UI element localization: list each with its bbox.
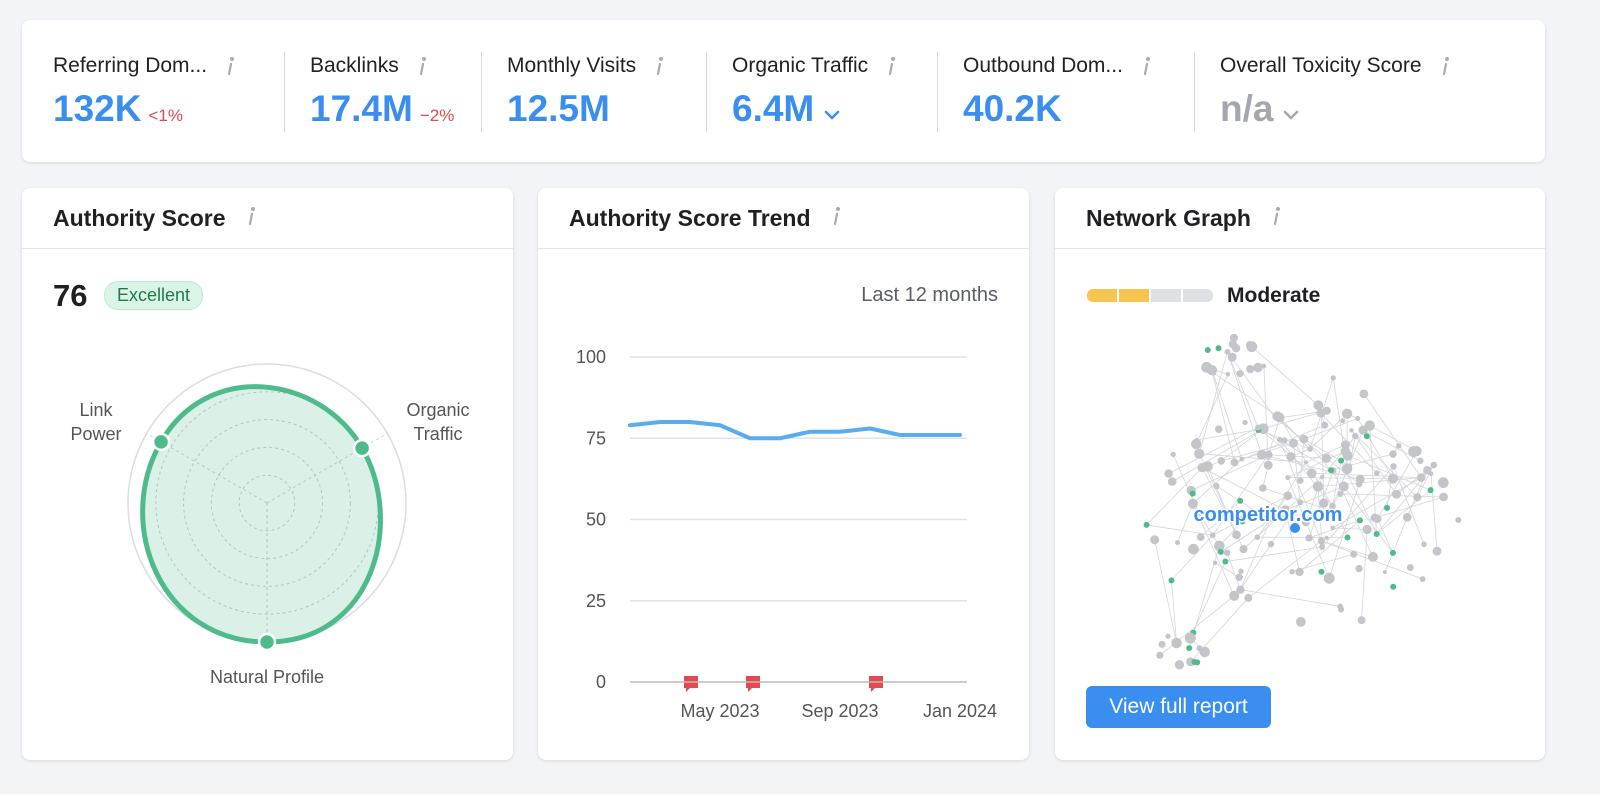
info-icon[interactable] [1271,206,1281,226]
card-title: Network Graph [1086,205,1251,231]
metric-value: 6.4M [732,88,840,130]
metric-label: Monthly Visits [507,54,664,78]
info-icon[interactable] [246,206,256,226]
radar-axis-label: Link Power [70,400,122,444]
metric-label: Backlinks [310,54,427,78]
radar-axis-label: Organic Traffic [406,400,470,444]
subtitle: Last 12 months [861,284,998,306]
metric-value-text: 132K [53,88,142,129]
separator [937,52,938,132]
network-card: Network Graph Moderate View full report [1055,188,1545,760]
info-icon[interactable] [886,56,896,76]
card-title: Authority Score Trend [569,205,811,231]
metric-value-text: 40.2K [963,88,1062,129]
score-badge: Excellent [104,281,204,310]
metric-value-text: n/a [1220,88,1274,129]
trend-card: Authority Score Trend Last 12 months [538,188,1029,760]
metric-value: 132K <1% [53,88,183,130]
metrics-bar: Referring Dom... 132K <1% Backlinks 17.4M −2%… [22,20,1545,162]
separator [1194,52,1195,132]
separator [284,52,285,132]
metric-value: 12.5M [507,88,610,130]
card-title: Authority Score [53,205,226,231]
metric-label: Referring Dom... [53,54,235,78]
metric-label-text: Overall Toxicity Score [1220,54,1422,77]
metric-value-text: 12.5M [507,88,610,129]
metric-value-text: 17.4M [310,88,413,129]
info-icon[interactable] [654,56,664,76]
authority-card: Authority Score 76 Excellent [22,188,513,760]
metric-change: −2% [419,106,455,125]
level-label: Moderate [1227,284,1321,307]
info-icon[interactable] [417,56,427,76]
metric-value: n/a [1220,88,1299,130]
metric-label-text: Monthly Visits [507,54,637,77]
dropdown-chevron[interactable] [824,109,840,121]
metric-label: Organic Traffic [732,54,896,78]
metric-label: Overall Toxicity Score [1220,54,1450,78]
view-report-button[interactable]: View full report [1086,686,1271,728]
card-header: Network Graph [1055,188,1545,249]
metric-label-text: Organic Traffic [732,54,869,77]
metric-change: <1% [148,106,183,125]
dropdown-chevron[interactable] [1283,109,1299,121]
metric-label-text: Referring Dom... [53,54,208,77]
separator [706,52,707,132]
info-icon[interactable] [225,56,235,76]
metric-value: 17.4M −2% [310,88,454,130]
metric-label-text: Outbound Dom... [963,54,1123,77]
score: 76 [53,278,88,313]
separator [481,52,482,132]
info-icon[interactable] [1440,56,1450,76]
metric-value-text: 6.4M [732,88,815,129]
card-header: Authority Score [22,188,513,249]
level-meter [1087,289,1213,302]
metric-label-text: Backlinks [310,54,399,77]
info-icon[interactable] [1141,56,1151,76]
info-icon[interactable] [831,206,841,226]
metric-value: 40.2K [963,88,1062,130]
card-header: Authority Score Trend [538,188,1029,249]
radar-axis-label: Natural Profile [209,667,325,687]
metric-label: Outbound Dom... [963,54,1151,78]
